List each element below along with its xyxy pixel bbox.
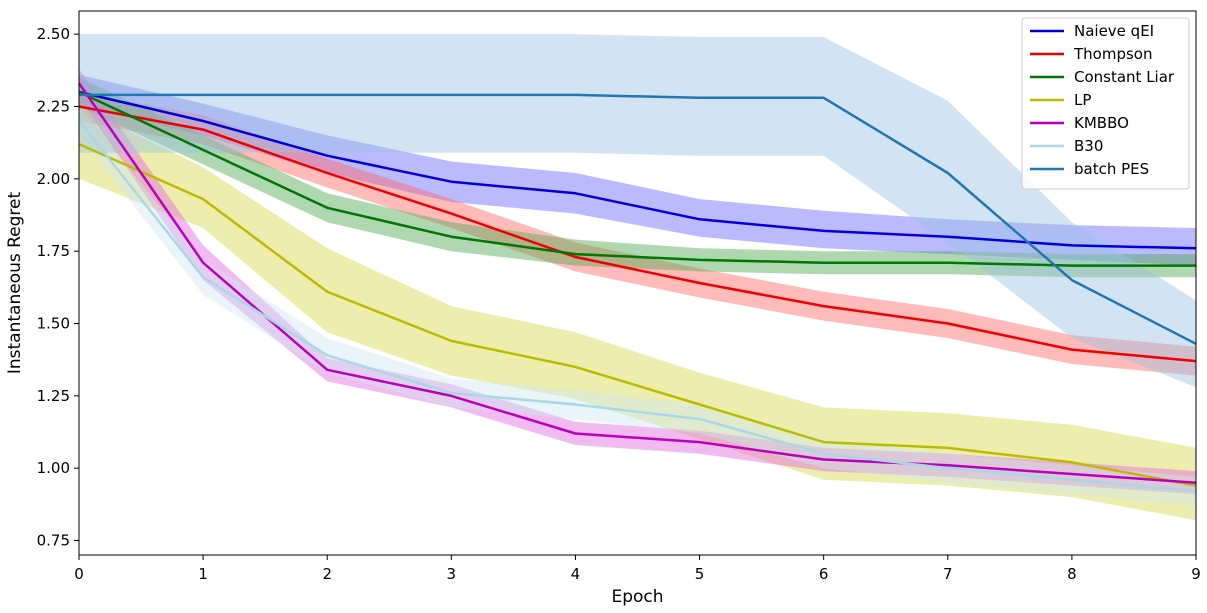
x-tick-label: 0 (74, 565, 84, 583)
band-series-4 (79, 68, 1196, 495)
legend-label: B30 (1074, 137, 1103, 155)
x-tick-label: 5 (695, 565, 705, 583)
y-tick-label: 0.75 (37, 532, 70, 550)
line-series-2 (78, 90, 1196, 267)
legend-label: batch PES (1074, 160, 1149, 178)
x-tick-label: 9 (1191, 565, 1201, 583)
series-lines (77, 82, 1197, 493)
legend-label: Constant Liar (1074, 68, 1175, 86)
band-series-6 (79, 34, 1196, 388)
legend-label: Thompson (1073, 45, 1152, 63)
legend: Naieve qEI Thompson Constant Liar LP KMBBO B3… (1021, 17, 1190, 190)
x-axis-title: Epoch (611, 587, 663, 607)
y-axis-ticks: 0.75 1.00 1.25 1.50 1.75 2.00 2.25 2.50 (37, 25, 79, 550)
confidence-bands (79, 34, 1196, 521)
y-tick-label: 2.50 (37, 25, 70, 43)
x-tick-label: 7 (943, 565, 953, 583)
y-tick-label: 1.00 (37, 459, 70, 477)
plot-frame (78, 10, 1197, 556)
line-series-5 (78, 120, 1197, 493)
x-tick-label: 1 (198, 565, 208, 583)
y-tick-label: 2.00 (37, 170, 70, 188)
band-series-0 (79, 74, 1196, 266)
band-series-3 (79, 106, 1196, 521)
y-axis-title: Instantaneous Regret (5, 192, 25, 375)
x-axis-ticks: 0 1 2 3 4 5 6 7 8 9 (74, 555, 1201, 583)
x-tick-label: 2 (322, 565, 332, 583)
y-tick-label: 1.50 (37, 315, 70, 333)
x-tick-label: 3 (447, 565, 457, 583)
legend-label: LP (1074, 91, 1091, 109)
legend-label: Naieve qEI (1074, 22, 1154, 40)
line-series-1 (78, 105, 1197, 363)
line-series-3 (78, 142, 1197, 487)
band-series-5 (79, 106, 1196, 506)
line-series-0 (78, 90, 1197, 250)
y-tick-label: 1.25 (37, 387, 70, 405)
line-series-6 (79, 93, 1197, 345)
x-tick-label: 4 (571, 565, 581, 583)
band-series-1 (79, 92, 1196, 376)
y-tick-label: 1.75 (37, 242, 70, 260)
legend-label: KMBBO (1074, 114, 1129, 132)
x-tick-label: 8 (1067, 565, 1077, 583)
y-tick-label: 2.25 (37, 97, 70, 115)
x-tick-label: 6 (819, 565, 829, 583)
band-series-2 (79, 77, 1196, 278)
